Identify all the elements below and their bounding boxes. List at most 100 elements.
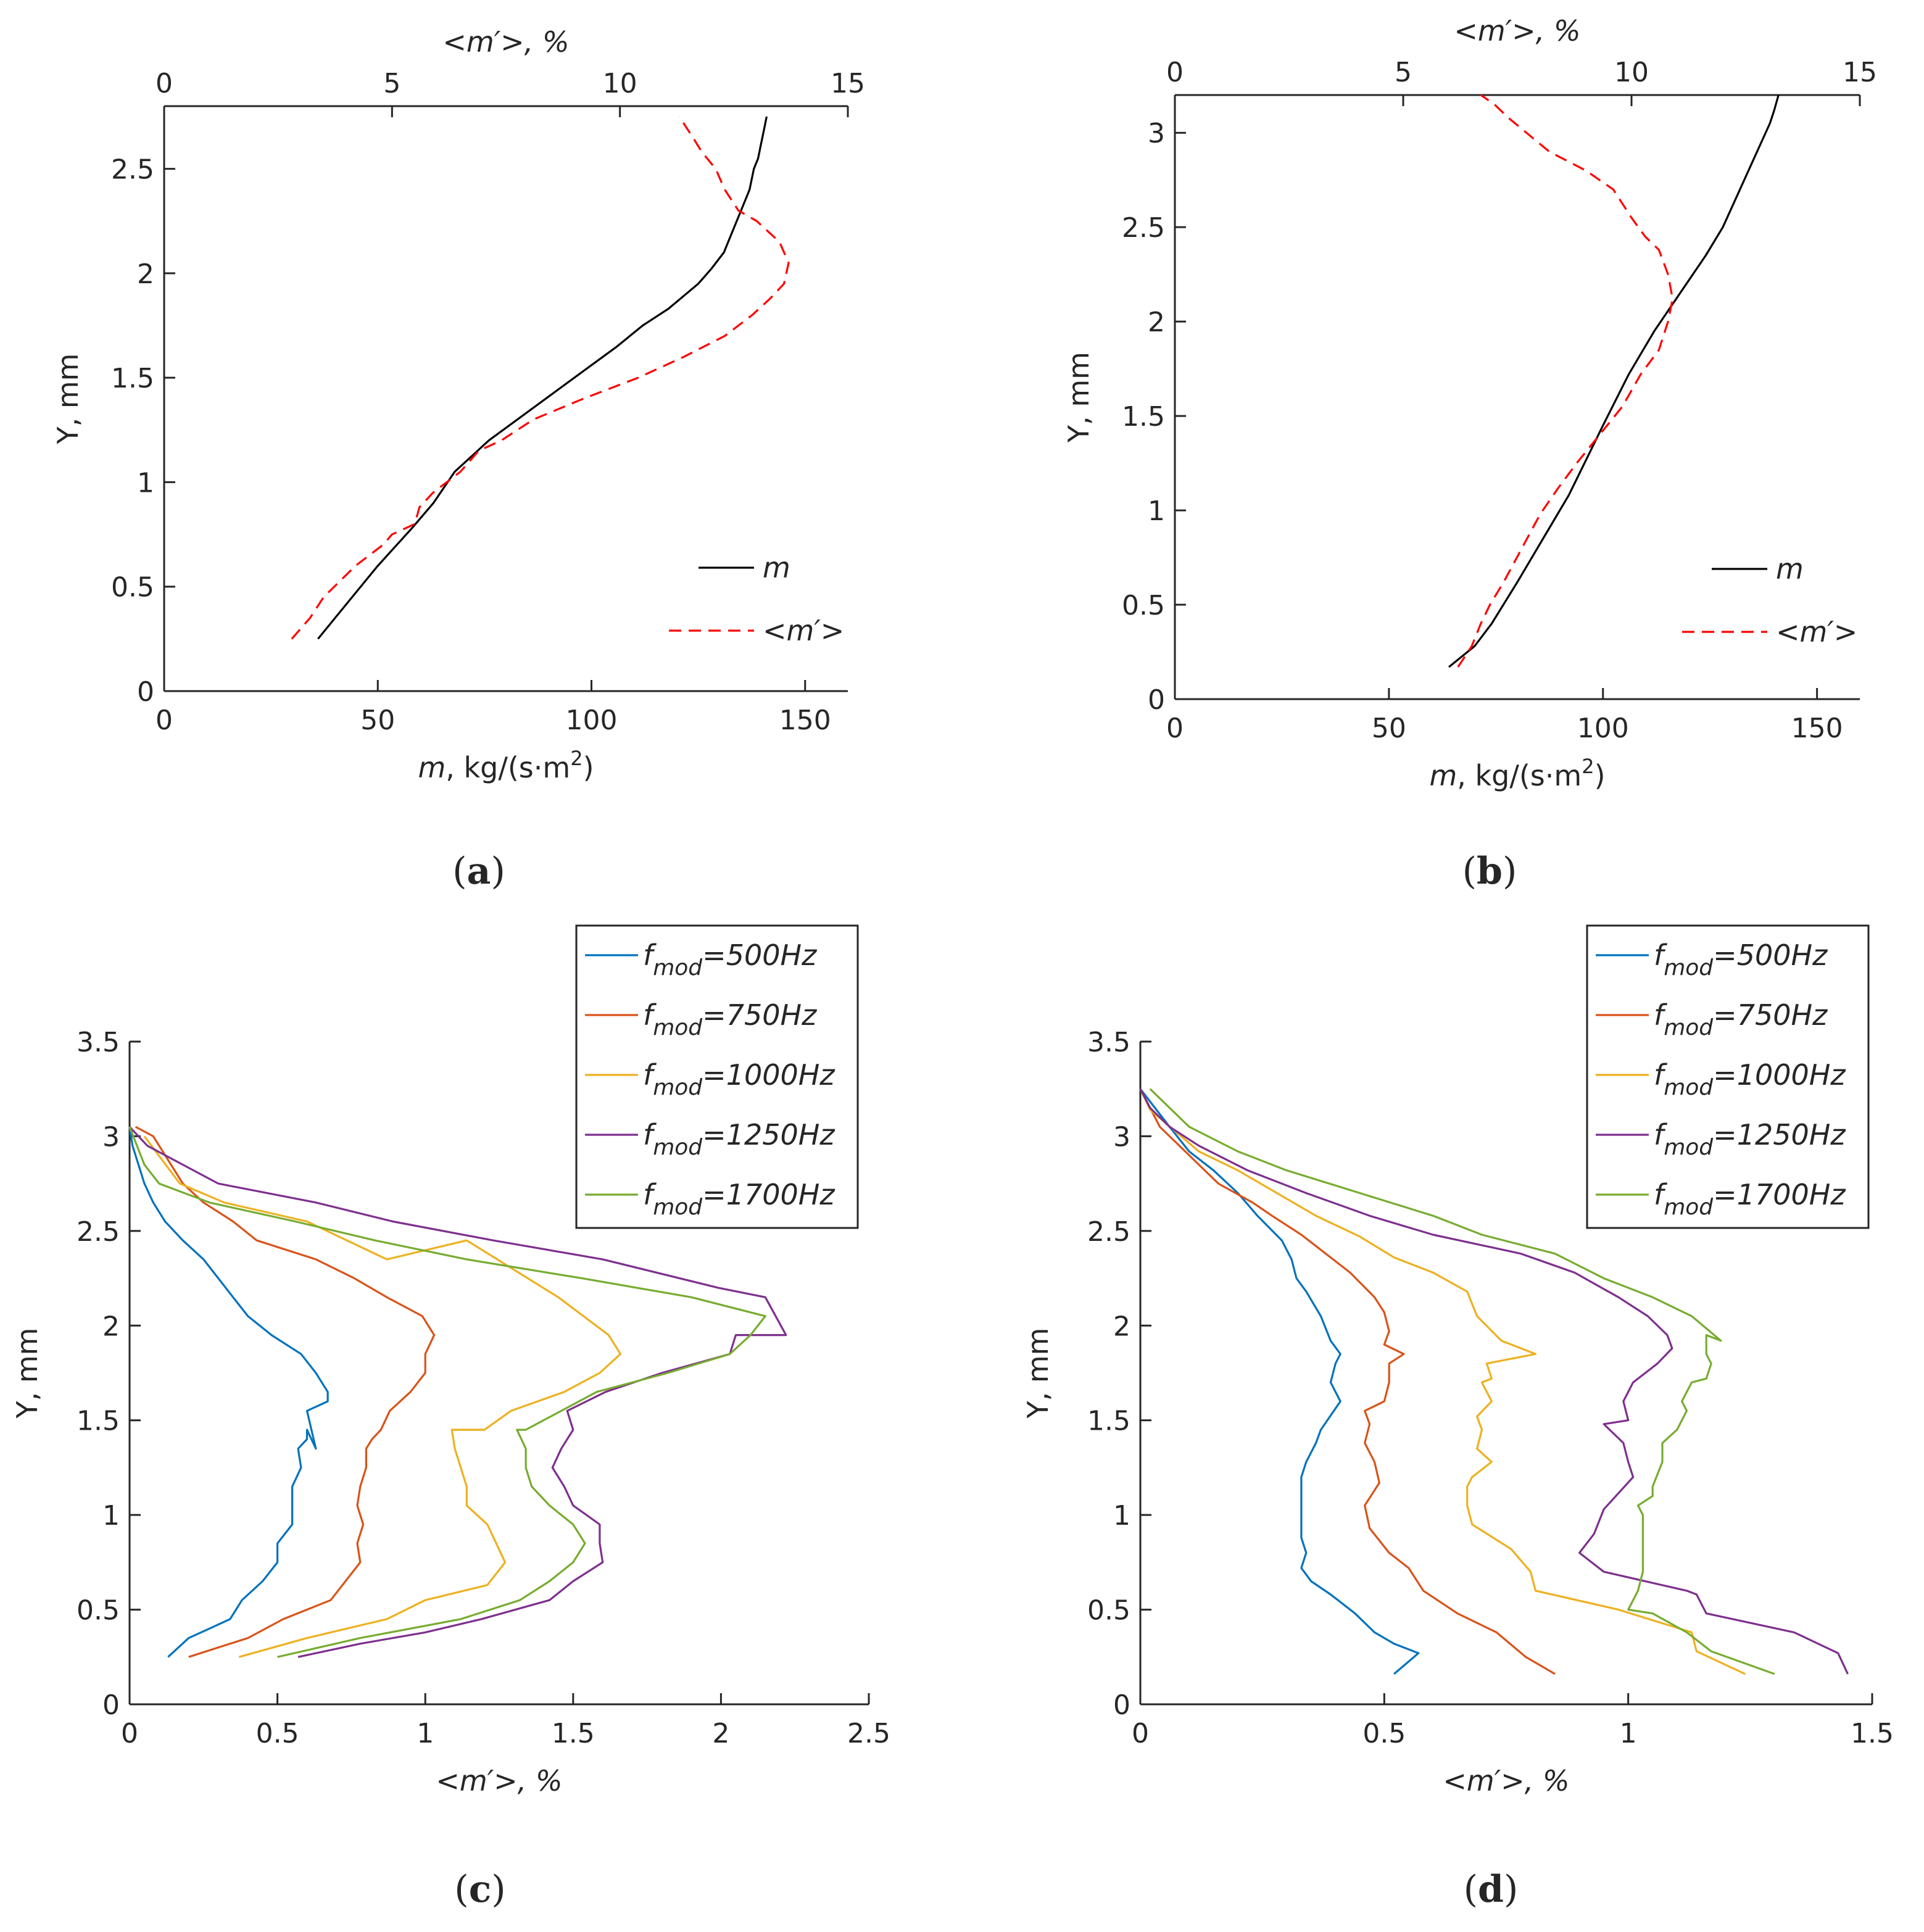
series-line-fmod=500Hz	[1139, 1088, 1420, 1675]
legend-label-rest: =750Hz	[702, 998, 817, 1032]
y-tick-label: 0.5	[77, 1595, 120, 1627]
series-line-m	[1448, 94, 1780, 668]
series-line-fmod=1000Hz	[1139, 1088, 1746, 1675]
x-tick-label: 1	[417, 1718, 434, 1749]
legend-label: fmod=1000Hz	[643, 1058, 835, 1100]
legend-label-sub: mod	[653, 955, 703, 981]
y-tick-label: 2.5	[1087, 1216, 1130, 1248]
x-tick-label: 150	[779, 705, 831, 736]
x-tick-label: 1	[1620, 1718, 1637, 1749]
panel-caption: (b)	[1462, 850, 1517, 893]
legend-label-sub: mod	[1664, 1075, 1714, 1100]
x-tick-label: 0	[1166, 713, 1184, 744]
legend-label-rest: =500Hz	[1713, 939, 1828, 972]
y-tick-label: 3.5	[1087, 1027, 1130, 1058]
legend-label-sub: mod	[1664, 955, 1714, 981]
legend-label: fmod=750Hz	[1654, 998, 1828, 1040]
x-axis-label: m, kg/(s·m2)	[1429, 755, 1605, 792]
caption-paren: )	[491, 850, 505, 893]
y-axis-label: Y, mm	[51, 354, 85, 445]
y-tick-label: 1.5	[1122, 401, 1165, 433]
x2-tick-label: 0	[155, 68, 173, 99]
y-tick-label: 3	[102, 1121, 120, 1153]
caption-letter: b	[1477, 850, 1503, 893]
x-tick-label: 1.5	[1851, 1718, 1894, 1749]
x-tick-label: 100	[566, 705, 618, 736]
y-tick-label: 0.5	[1087, 1595, 1130, 1627]
panel-d: 0 0.5 1 1.5 0 0.5 1 1.5 2 2.5 3 3.5 <m′>, % Y, mm fmod…	[1021, 924, 1894, 1797]
x-tick-label: 0.5	[256, 1718, 299, 1749]
legend-label-rest: =1000Hz	[702, 1058, 835, 1092]
legend-label-sub: mod	[1664, 1195, 1714, 1220]
legend: fmod=500Hz fmod=750Hz fmod=1000Hz fmod=1250…	[575, 924, 859, 1229]
legend-label-rest: =1700Hz	[702, 1178, 835, 1211]
y-tick-label: 0	[1148, 684, 1165, 716]
panel-caption: (c)	[454, 1868, 505, 1911]
x-axis-label-sup: 2	[1582, 755, 1594, 778]
y-tick-label: 2.5	[111, 154, 154, 186]
x2-tick-label: 10	[603, 68, 637, 99]
series-line-fmod=1700Hz	[128, 1126, 766, 1658]
x-tick-label: 0	[121, 1718, 138, 1749]
series-line-fmod=1000Hz	[143, 1135, 622, 1658]
y-tick-label: 2.5	[77, 1216, 120, 1248]
x-tick-label: 2	[712, 1718, 729, 1749]
legend-label: <m′>	[1776, 615, 1857, 649]
x-axis-label-var: m	[418, 751, 446, 784]
legend-label-rest: =750Hz	[1713, 998, 1828, 1032]
legend-box	[575, 924, 859, 1229]
series-line-fmod=500Hz	[128, 1126, 329, 1658]
x2-tick-label: 5	[1395, 57, 1412, 88]
legend-label-sub: mod	[1664, 1015, 1714, 1040]
y-tick-label: 1	[137, 467, 154, 499]
legend-label: <m′>	[763, 614, 844, 647]
caption-paren: )	[1503, 850, 1517, 893]
x2-axis-label: <m′>, %	[442, 25, 569, 59]
legend: m <m′>	[1682, 552, 1857, 649]
y-tick-label: 0	[1113, 1689, 1130, 1721]
caption-paren: )	[491, 1868, 505, 1911]
x-axis-label-var: m	[1429, 759, 1457, 792]
caption-letter: a	[467, 850, 491, 893]
y-tick-label: 3	[1113, 1121, 1130, 1153]
series-line-fmod=1250Hz	[1139, 1088, 1849, 1675]
legend-label-sub: mod	[653, 1015, 703, 1040]
legend-label-rest: =1250Hz	[1713, 1118, 1846, 1151]
x-axis-label: <m′>, %	[436, 1764, 562, 1797]
y-tick-label: 1.5	[1087, 1406, 1130, 1437]
legend: fmod=500Hz fmod=750Hz fmod=1000Hz fmod=1250…	[1586, 924, 1870, 1229]
series-line-fmod=1250Hz	[128, 1126, 787, 1658]
legend-label: fmod=1000Hz	[1654, 1058, 1846, 1100]
x-tick-label: 50	[360, 705, 395, 736]
y-tick-label: 0	[102, 1689, 120, 1721]
x-axis-label: m, kg/(s·m2)	[418, 747, 594, 784]
series-line-fmod=750Hz	[1139, 1088, 1556, 1675]
caption-letter: c	[469, 1868, 492, 1911]
legend-label-rest: =1000Hz	[1713, 1058, 1846, 1092]
caption-paren: )	[1504, 1868, 1518, 1911]
x-axis-label-sup: 2	[570, 747, 583, 770]
y-tick-label: 1	[1113, 1500, 1130, 1532]
x2-tick-label: 5	[383, 68, 400, 99]
x2-tick-label: 0	[1166, 57, 1184, 88]
x2-tick-label: 10	[1614, 57, 1649, 88]
x2-tick-label: 15	[1843, 57, 1877, 88]
caption-paren: (	[1462, 850, 1477, 893]
panel-caption: (d)	[1464, 1868, 1519, 1911]
series-line-<m′>	[291, 116, 790, 640]
y-tick-label: 2.5	[1122, 212, 1165, 244]
x-tick-label: 2.5	[847, 1718, 890, 1749]
y-axis-label: Y, mm	[1021, 1328, 1055, 1419]
caption-letter: d	[1478, 1868, 1504, 1911]
y-tick-label: 0.5	[1122, 590, 1165, 621]
x-tick-label: 0	[155, 705, 173, 736]
y-tick-label: 3.5	[77, 1027, 120, 1058]
y-tick-label: 2	[1148, 307, 1165, 338]
legend-label: m	[763, 551, 790, 584]
x-tick-label: 100	[1577, 713, 1629, 744]
series-line-<m′>	[1457, 94, 1674, 668]
panel-c: 0 0.5 1 1.5 2 2.5 0 0.5 1 1.5 2 2.5 3 3.5 <m′>, % Y, mm…	[10, 924, 890, 1797]
legend-label: fmod=1250Hz	[1654, 1118, 1846, 1160]
legend-label-sub: mod	[653, 1075, 703, 1100]
